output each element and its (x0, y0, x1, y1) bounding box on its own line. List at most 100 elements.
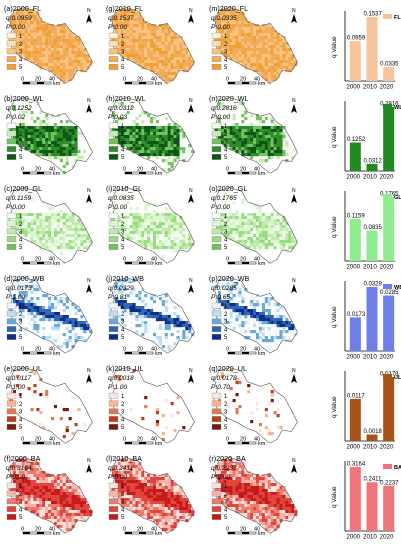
raster-cell (45, 138, 49, 142)
raster-cell (48, 138, 52, 142)
raster-cell (77, 63, 81, 67)
raster-cell (33, 42, 37, 46)
p-statistic: P:0.02 (6, 114, 25, 121)
raster-cell (123, 42, 127, 46)
raster-cell (155, 39, 160, 43)
raster-cell (36, 471, 40, 475)
raster-cell (59, 519, 63, 523)
raster-cell (258, 213, 263, 217)
raster-cell (53, 63, 58, 67)
raster-cell (258, 60, 263, 64)
raster-cell (62, 498, 66, 502)
raster-cell (167, 51, 171, 55)
legend-swatch (211, 244, 222, 250)
raster-cell (150, 486, 154, 490)
raster-cell (36, 135, 40, 139)
raster-cell (36, 465, 40, 469)
raster-cell (164, 126, 168, 130)
raster-cell (45, 510, 49, 514)
raster-cell (226, 234, 230, 238)
raster-cell (15, 498, 19, 502)
raster-cell (59, 120, 63, 124)
raster-cell (179, 147, 183, 151)
raster-cell (282, 336, 286, 340)
raster-cell (164, 207, 168, 211)
raster-cell (232, 141, 236, 145)
raster-cell (144, 21, 148, 25)
raster-cell (59, 252, 63, 256)
raster-cell (144, 36, 148, 40)
raster-cell (273, 243, 277, 247)
north-arrow-icon (291, 104, 297, 113)
raster-cell (68, 225, 72, 229)
raster-cell (123, 48, 127, 52)
raster-cell (258, 336, 263, 340)
legend-label: 2 (121, 312, 125, 318)
raster-cell (138, 150, 142, 154)
raster-cell (138, 114, 142, 118)
raster-cell (59, 147, 63, 151)
raster-cell (120, 300, 124, 304)
raster-cell (279, 243, 283, 247)
raster-cell (164, 147, 168, 151)
raster-cell (173, 144, 177, 148)
raster-cell (117, 462, 121, 466)
legend-label: 2 (121, 222, 125, 228)
raster-cell (74, 246, 78, 250)
raster-cell (150, 294, 154, 298)
raster-cell (59, 321, 63, 325)
raster-cell (229, 141, 233, 145)
raster-cell (123, 303, 127, 307)
raster-cell (258, 63, 263, 67)
scale-label: 20 (35, 437, 41, 443)
raster-cell (176, 510, 180, 514)
raster-cell (59, 69, 63, 73)
raster-cell (42, 489, 46, 493)
raster-cell (53, 60, 58, 64)
raster-cell (153, 63, 157, 67)
raster-cell (51, 417, 55, 421)
raster-cell (74, 126, 78, 130)
raster-cell (285, 231, 289, 235)
raster-cell (161, 474, 165, 478)
raster-cell (62, 147, 66, 151)
legend-label: 1 (19, 304, 23, 310)
raster-cell (182, 231, 186, 235)
raster-cell (51, 69, 55, 73)
raster-cell (30, 492, 34, 496)
raster-cell (155, 243, 160, 247)
raster-cell (176, 507, 180, 511)
raster-cell (153, 246, 157, 250)
raster-cell (141, 129, 145, 133)
raster-cell (158, 27, 162, 31)
raster-cell (261, 69, 265, 73)
basin-outline (213, 97, 298, 174)
raster-cell (167, 315, 171, 319)
raster-cell (12, 282, 16, 286)
raster-cell (24, 144, 28, 148)
raster-cell (244, 42, 248, 46)
raster-cell (83, 507, 87, 511)
raster-cell (12, 21, 16, 25)
north-arrow-icon (86, 284, 92, 293)
raster-cell (30, 507, 34, 511)
legend-label: 2 (224, 402, 228, 408)
raster-cell (62, 78, 66, 82)
raster-cell (141, 501, 145, 505)
raster-cell (238, 39, 242, 43)
raster-cell (161, 24, 165, 28)
raster-cell (253, 204, 257, 208)
raster-cell (264, 51, 268, 55)
raster-cell (42, 471, 46, 475)
raster-cell (226, 228, 230, 232)
raster-cell (117, 291, 121, 295)
raster-cell (279, 45, 283, 49)
raster-cell (132, 327, 136, 331)
raster-cell (153, 510, 157, 514)
legend-label: 1 (121, 394, 125, 400)
raster-cell (39, 54, 43, 58)
raster-cell (71, 141, 75, 145)
raster-cell (273, 48, 277, 52)
raster-cell (12, 297, 16, 301)
raster-cell (144, 315, 148, 319)
